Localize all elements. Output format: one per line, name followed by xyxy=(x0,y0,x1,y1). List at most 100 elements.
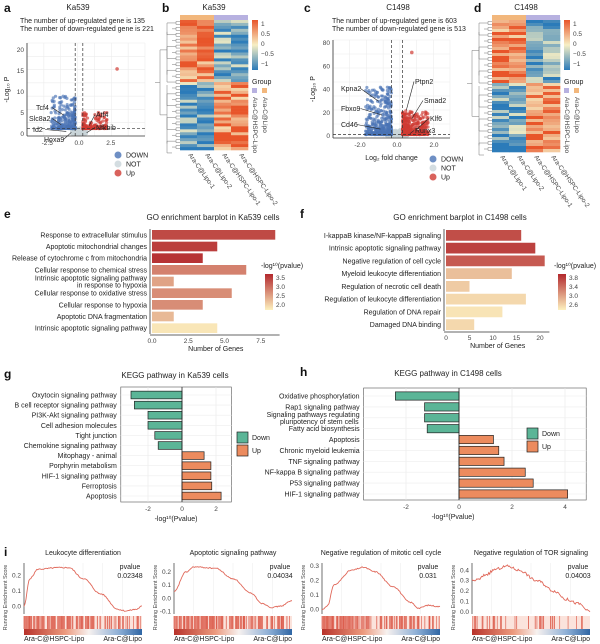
heatmap-cell xyxy=(180,64,198,68)
heatmap-cell xyxy=(214,99,232,104)
heatmap-cell xyxy=(543,107,561,111)
category-label: Response to extracellular stimulus xyxy=(40,232,147,239)
y-tick-label: 0.0 xyxy=(460,609,469,616)
point-down xyxy=(72,107,77,112)
point-up xyxy=(416,118,420,122)
enrichment-score-line xyxy=(471,564,591,613)
heatmap-cell xyxy=(180,28,198,33)
heatmap-cell xyxy=(526,95,544,99)
heatmap-cell xyxy=(180,37,198,41)
heatmap-cell xyxy=(526,134,544,138)
gene-label-line xyxy=(415,118,430,131)
heatmap-cell xyxy=(231,132,249,136)
heatmap-cell xyxy=(509,35,527,39)
heatmap-cell xyxy=(231,123,249,127)
heatmap-cell xyxy=(526,125,544,129)
point-down xyxy=(70,126,74,131)
heatmap-cell xyxy=(197,123,215,127)
kegg-barplot-h: KEGG pathway in C1498 cells -2 0 2 4 Oxidativ… xyxy=(265,369,587,521)
point-down xyxy=(59,126,63,131)
pvalue-value: 0.031 xyxy=(419,573,437,580)
gsea-plot-4: Negative regulation of TOR signaling 0.0 0… xyxy=(451,550,591,643)
heatmap-cell xyxy=(509,53,527,57)
enrichment-score-line xyxy=(173,566,293,609)
legend-label: DOWN xyxy=(441,157,463,164)
heatmap-cell xyxy=(526,107,544,111)
x-tick-label: 20 xyxy=(536,335,544,342)
heatmap-cell xyxy=(180,70,198,74)
chart-title: GO enrichment barplot in C1498 cells xyxy=(393,213,526,222)
ranked-list-gradient xyxy=(322,629,440,635)
heatmap-cell xyxy=(509,119,527,123)
y-tick-label: 0.1 xyxy=(460,599,469,606)
heatmap-cell xyxy=(492,149,510,153)
ranked-list-left-label: Ara-C@HSPC-Lipo xyxy=(24,636,85,643)
heatmap-cell xyxy=(526,44,544,48)
heatmap-cell xyxy=(214,73,232,77)
legend-label: Up xyxy=(542,444,551,451)
point-up xyxy=(104,121,109,125)
heatmap-cell xyxy=(197,55,215,59)
x-tick-label: 0.0 xyxy=(147,338,156,345)
heatmap-cell xyxy=(526,68,544,72)
heatmap-cell xyxy=(180,87,198,92)
heatmap-cell xyxy=(197,58,215,62)
heatmap-cell xyxy=(509,29,527,33)
heatmap-cell xyxy=(231,76,249,80)
heatmap-cell xyxy=(543,44,561,48)
y-axis-label: Running Enrichment Score xyxy=(3,565,9,631)
heatmap-cell xyxy=(543,26,561,30)
point-down xyxy=(49,119,53,123)
point-up xyxy=(408,117,412,121)
go-barplot-e: GO enrichment barplot in Ka539 cells Resp… xyxy=(12,213,303,353)
y-tick-label: 5 xyxy=(20,110,24,117)
heatmap-cell xyxy=(231,147,249,151)
point-down xyxy=(386,106,390,110)
point-up xyxy=(102,115,107,119)
heatmap-cell xyxy=(492,143,510,147)
bar-up xyxy=(458,445,500,455)
heatmap-cell xyxy=(509,98,527,102)
point-down xyxy=(58,110,62,114)
heatmap-cell xyxy=(492,59,510,63)
heatmap-cell xyxy=(214,40,232,44)
point-down xyxy=(365,103,370,107)
heatmap-cell xyxy=(543,77,561,81)
heatmap-cell xyxy=(543,119,561,123)
group-legend-swatch xyxy=(252,88,257,93)
heatmap-cell xyxy=(509,116,527,120)
gene-label-line xyxy=(88,114,96,126)
y-tick-label: 0.3 xyxy=(460,578,469,585)
bar-up xyxy=(181,451,205,460)
heatmap-cell xyxy=(526,35,544,39)
bar xyxy=(152,276,174,287)
legend-marker xyxy=(114,151,122,159)
legend-marker xyxy=(429,173,437,181)
heatmap-cell xyxy=(509,104,527,108)
point-up xyxy=(419,132,423,137)
category-label: Negative regulation of cell cycle xyxy=(343,258,442,265)
point-down xyxy=(368,104,372,108)
gene-label-line xyxy=(360,108,383,116)
heatmap-cell xyxy=(231,96,249,101)
color-scale-bar xyxy=(265,274,273,310)
color-scale-tick: 3.0 xyxy=(276,284,285,291)
ranked-list-right-label: Ara-C@Lipo xyxy=(253,636,292,643)
enrichment-score-line xyxy=(321,566,441,611)
heatmap-cell xyxy=(231,67,249,71)
gene-label: Ptpn2 xyxy=(415,79,433,86)
heatmap-cell xyxy=(526,83,544,87)
heatmap-cell xyxy=(231,102,249,106)
heatmap-cell xyxy=(526,65,544,69)
point-down xyxy=(63,122,67,126)
point-down xyxy=(378,104,383,108)
y-tick-label: 0.0 xyxy=(12,603,21,610)
heatmap-cell xyxy=(543,41,561,45)
x-tick-label: -2 xyxy=(403,504,409,511)
ranked-list-right-label: Ara-C@Lipo xyxy=(103,636,142,643)
bar-up xyxy=(181,461,212,470)
chart-title: KEGG pathway in C1498 cells xyxy=(394,369,502,378)
heatmap-cell xyxy=(492,68,510,72)
point-down xyxy=(380,88,385,92)
row-dendrogram xyxy=(467,21,492,156)
